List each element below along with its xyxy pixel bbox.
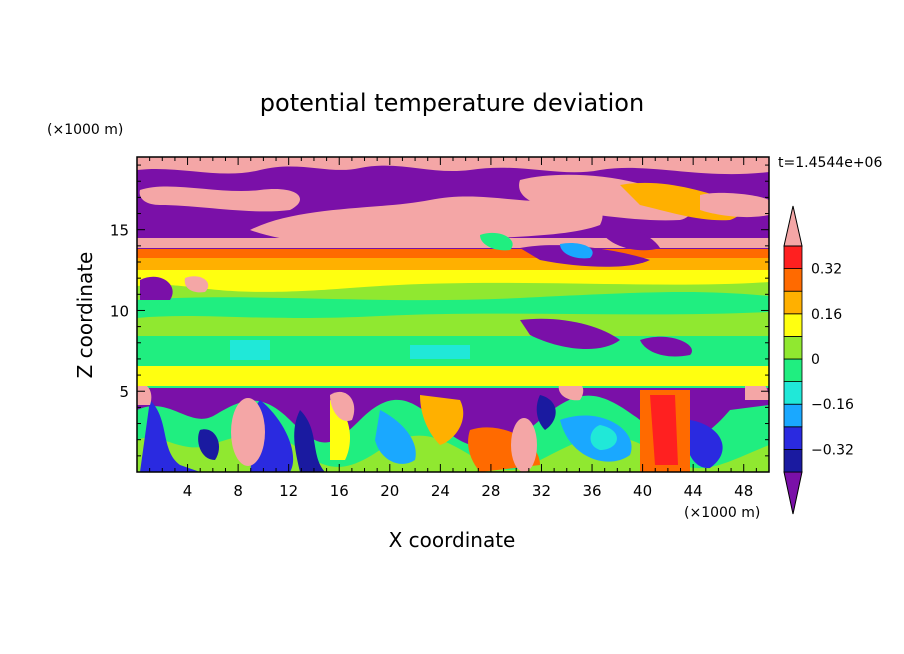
x-tick-label: 40 bbox=[633, 482, 652, 500]
colorbar-tick-label: −0.32 bbox=[811, 442, 854, 458]
x-tick-label: 4 bbox=[183, 482, 193, 500]
y-tick-label: 15 bbox=[110, 222, 129, 240]
colorbar-swatch bbox=[783, 245, 803, 270]
colorbar-swatch bbox=[783, 290, 803, 315]
x-tick-label: 20 bbox=[380, 482, 399, 500]
colorbar-lower-extension bbox=[783, 471, 803, 515]
x-axis: 4 8 12 16 20 24 28 32 36 40 44 48 bbox=[149, 157, 757, 500]
colorbar-swatch bbox=[783, 335, 803, 360]
x-tick-label: 32 bbox=[532, 482, 551, 500]
colorbar-tick-label: 0.32 bbox=[811, 262, 842, 278]
colorbar-swatch bbox=[783, 313, 803, 337]
upper-cloud-layer bbox=[137, 157, 769, 267]
y-axis: 5 10 15 bbox=[110, 164, 769, 457]
x-unit-label: (×1000 m) bbox=[684, 505, 760, 521]
lower-turbulent-layer bbox=[137, 378, 769, 472]
colorbar-tick-label: 0 bbox=[811, 352, 820, 368]
colorbar-swatch bbox=[783, 403, 803, 428]
x-tick-label: 28 bbox=[481, 482, 500, 500]
x-axis-label: X coordinate bbox=[389, 528, 516, 552]
colorbar-swatch bbox=[783, 426, 803, 450]
y-tick-label: 5 bbox=[119, 383, 129, 401]
x-tick-label: 48 bbox=[734, 482, 753, 500]
colorbar-tick-label: −0.16 bbox=[811, 397, 854, 413]
y-axis-label: Z coordinate bbox=[73, 252, 97, 379]
colorbar-upper-extension bbox=[783, 205, 803, 247]
x-tick-label: 24 bbox=[431, 482, 450, 500]
chart-title: potential temperature deviation bbox=[260, 89, 644, 117]
colorbar-swatch bbox=[783, 381, 803, 405]
colorbar-swatch bbox=[783, 358, 803, 383]
y-tick-label: 10 bbox=[110, 302, 129, 320]
colorbar-swatch bbox=[783, 448, 803, 473]
x-tick-label: 36 bbox=[582, 482, 601, 500]
colorbar-swatch bbox=[783, 268, 803, 292]
x-tick-label: 12 bbox=[279, 482, 298, 500]
plot-area bbox=[137, 157, 769, 472]
x-tick-label: 44 bbox=[684, 482, 703, 500]
x-tick-label: 16 bbox=[330, 482, 349, 500]
y-unit-label: (×1000 m) bbox=[47, 122, 123, 138]
colorbar-tick-label: 0.16 bbox=[811, 307, 842, 323]
x-tick-label: 8 bbox=[233, 482, 243, 500]
colorbar: 0.32 0.16 0 −0.16 −0.32 bbox=[783, 205, 854, 515]
stable-layers bbox=[137, 246, 769, 386]
time-label: t=1.4544e+06 bbox=[778, 155, 882, 171]
